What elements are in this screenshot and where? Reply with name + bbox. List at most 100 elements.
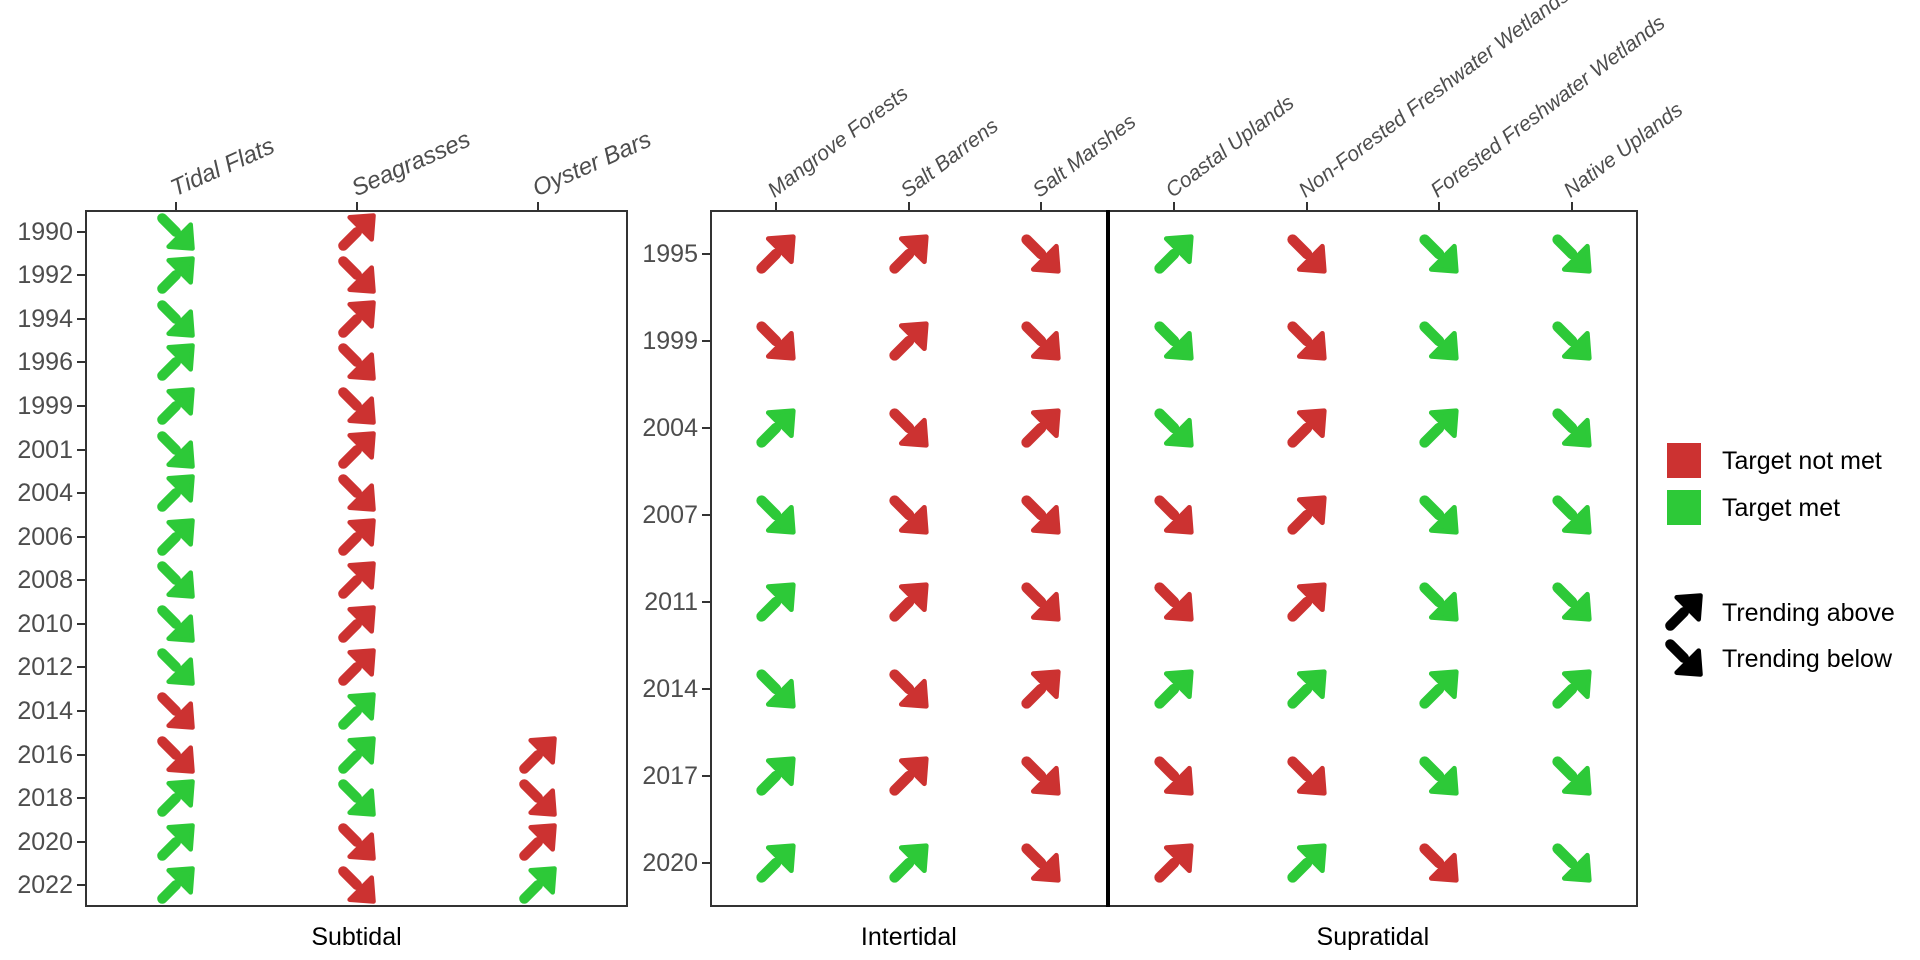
trend-arrow-native-uplands-2011 — [1549, 579, 1595, 625]
y-axis-tick — [77, 753, 85, 756]
y-axis-label-2017: 2017 — [642, 762, 698, 791]
panel-intertidal-supratidal — [710, 210, 1638, 907]
x-axis-tick — [355, 202, 358, 210]
trend-arrow-native-uplands-2007 — [1549, 492, 1595, 538]
trend-arrow-salt-barrens-2007 — [886, 492, 932, 538]
x-axis-tick — [1305, 202, 1308, 210]
legend-label-trending-above: Trending above — [1722, 599, 1895, 627]
y-axis-label-1999: 1999 — [17, 392, 73, 421]
y-axis-label-2018: 2018 — [17, 784, 73, 813]
trend-arrow-salt-barrens-2017 — [886, 753, 932, 799]
trend-arrow-tidal-flats-2008 — [154, 558, 198, 602]
trend-arrow-salt-marshes-2011 — [1018, 579, 1064, 625]
trend-arrow-tidal-flats-2014 — [154, 689, 198, 733]
trend-arrow-coastal-uplands-2014 — [1151, 666, 1197, 712]
trend-arrow-salt-barrens-1995 — [886, 231, 932, 277]
trend-arrow-non-forested-freshwater-wetlands-2004 — [1284, 405, 1330, 451]
trend-arrow-forested-freshwater-wetlands-2004 — [1416, 405, 1462, 451]
trend-arrow-non-forested-freshwater-wetlands-1995 — [1284, 231, 1330, 277]
trend-arrow-coastal-uplands-2017 — [1151, 753, 1197, 799]
trend-arrow-coastal-uplands-2004 — [1151, 405, 1197, 451]
legend-swatch-target-not-met — [1667, 443, 1701, 478]
y-axis-label-2022: 2022 — [17, 871, 73, 900]
trend-arrow-mangrove-forests-1995 — [753, 231, 799, 277]
facet-divider — [1105, 210, 1110, 907]
trend-arrow-forested-freshwater-wetlands-2020 — [1416, 840, 1462, 886]
trend-arrow-salt-marshes-1999 — [1018, 318, 1064, 364]
column-header-native-uplands: Native Uplands — [1559, 98, 1687, 203]
trend-arrow-forested-freshwater-wetlands-2017 — [1416, 753, 1462, 799]
trend-arrow-forested-freshwater-wetlands-1999 — [1416, 318, 1462, 364]
trend-arrow-coastal-uplands-2007 — [1151, 492, 1197, 538]
trend-arrow-native-uplands-2014 — [1549, 666, 1595, 712]
trend-arrow-tidal-flats-2018 — [154, 776, 198, 820]
trend-arrow-oyster-bars-2018 — [516, 776, 560, 820]
y-axis-label-2004: 2004 — [17, 479, 73, 508]
trend-arrow-non-forested-freshwater-wetlands-2020 — [1284, 840, 1330, 886]
trend-arrow-mangrove-forests-2011 — [753, 579, 799, 625]
x-axis-tick — [1173, 202, 1175, 210]
trend-arrow-non-forested-freshwater-wetlands-1999 — [1284, 318, 1330, 364]
trending-above-icon — [1662, 590, 1706, 634]
trend-arrow-seagrasses-2006 — [335, 515, 379, 559]
trend-arrow-mangrove-forests-1999 — [753, 318, 799, 364]
x-axis-tick — [907, 202, 910, 210]
y-axis-label-1990: 1990 — [17, 217, 73, 246]
legend-label-target-not-met: Target not met — [1722, 447, 1882, 475]
trend-arrow-native-uplands-1999 — [1549, 318, 1595, 364]
trend-arrow-mangrove-forests-2017 — [753, 753, 799, 799]
trend-arrow-tidal-flats-1990 — [154, 210, 198, 254]
trend-arrow-seagrasses-2014 — [335, 689, 379, 733]
x-axis-tick — [174, 202, 177, 210]
column-header-seagrasses: Seagrasses — [347, 125, 474, 203]
trend-arrow-salt-marshes-1995 — [1018, 231, 1064, 277]
trend-arrow-salt-marshes-2004 — [1018, 405, 1064, 451]
trend-arrow-oyster-bars-2022 — [516, 863, 560, 907]
trend-arrow-salt-marshes-2020 — [1018, 840, 1064, 886]
trend-arrow-seagrasses-1994 — [335, 297, 379, 341]
y-axis-label-2012: 2012 — [17, 653, 73, 682]
trend-arrow-coastal-uplands-2011 — [1151, 579, 1197, 625]
trend-arrow-seagrasses-1996 — [335, 340, 379, 384]
y-axis-tick — [77, 709, 85, 712]
column-header-mangrove-forests: Mangrove Forests — [763, 81, 913, 203]
y-axis-label-2004: 2004 — [642, 413, 698, 442]
trend-arrow-seagrasses-2016 — [335, 733, 379, 777]
trend-arrow-forested-freshwater-wetlands-2007 — [1416, 492, 1462, 538]
x-axis-tick — [1040, 202, 1043, 210]
trend-arrow-tidal-flats-2010 — [154, 602, 198, 646]
x-axis-tick — [1570, 202, 1573, 210]
facet-label-supratidal: Supratidal — [1316, 923, 1430, 951]
x-axis-tick — [536, 202, 539, 210]
trend-arrow-seagrasses-2020 — [335, 820, 379, 864]
y-axis-label-2016: 2016 — [17, 740, 73, 769]
trend-arrow-non-forested-freshwater-wetlands-2007 — [1284, 492, 1330, 538]
y-axis-label-2014: 2014 — [642, 675, 698, 704]
y-axis-label-1995: 1995 — [642, 239, 698, 268]
y-axis-label-1999: 1999 — [642, 326, 698, 355]
y-axis-tick — [702, 426, 710, 429]
trend-arrow-mangrove-forests-2020 — [753, 840, 799, 886]
trend-arrow-tidal-flats-2001 — [154, 428, 198, 472]
trend-arrow-tidal-flats-2022 — [154, 863, 198, 907]
y-axis-tick — [702, 252, 710, 255]
trend-arrow-tidal-flats-2004 — [154, 471, 198, 515]
x-axis-tick — [775, 202, 778, 210]
y-axis-label-1992: 1992 — [17, 261, 73, 290]
trend-arrow-forested-freshwater-wetlands-2014 — [1416, 666, 1462, 712]
trend-arrow-seagrasses-2010 — [335, 602, 379, 646]
y-axis-tick — [702, 862, 710, 865]
y-axis-label-2007: 2007 — [642, 500, 698, 529]
column-header-non-forested-freshwater-wetlands: Non-Forested Freshwater Wetlands — [1294, 0, 1574, 203]
trend-arrow-salt-barrens-1999 — [886, 318, 932, 364]
y-axis-label-1994: 1994 — [17, 304, 73, 333]
y-axis-label-2006: 2006 — [17, 522, 73, 551]
trend-arrow-tidal-flats-2016 — [154, 733, 198, 777]
trend-arrow-tidal-flats-1994 — [154, 297, 198, 341]
column-header-tidal-flats: Tidal Flats — [166, 132, 279, 203]
y-axis-tick — [77, 448, 85, 451]
legend-label-trending-below: Trending below — [1722, 645, 1893, 673]
trend-arrow-forested-freshwater-wetlands-1995 — [1416, 231, 1462, 277]
trend-arrow-seagrasses-2018 — [335, 776, 379, 820]
